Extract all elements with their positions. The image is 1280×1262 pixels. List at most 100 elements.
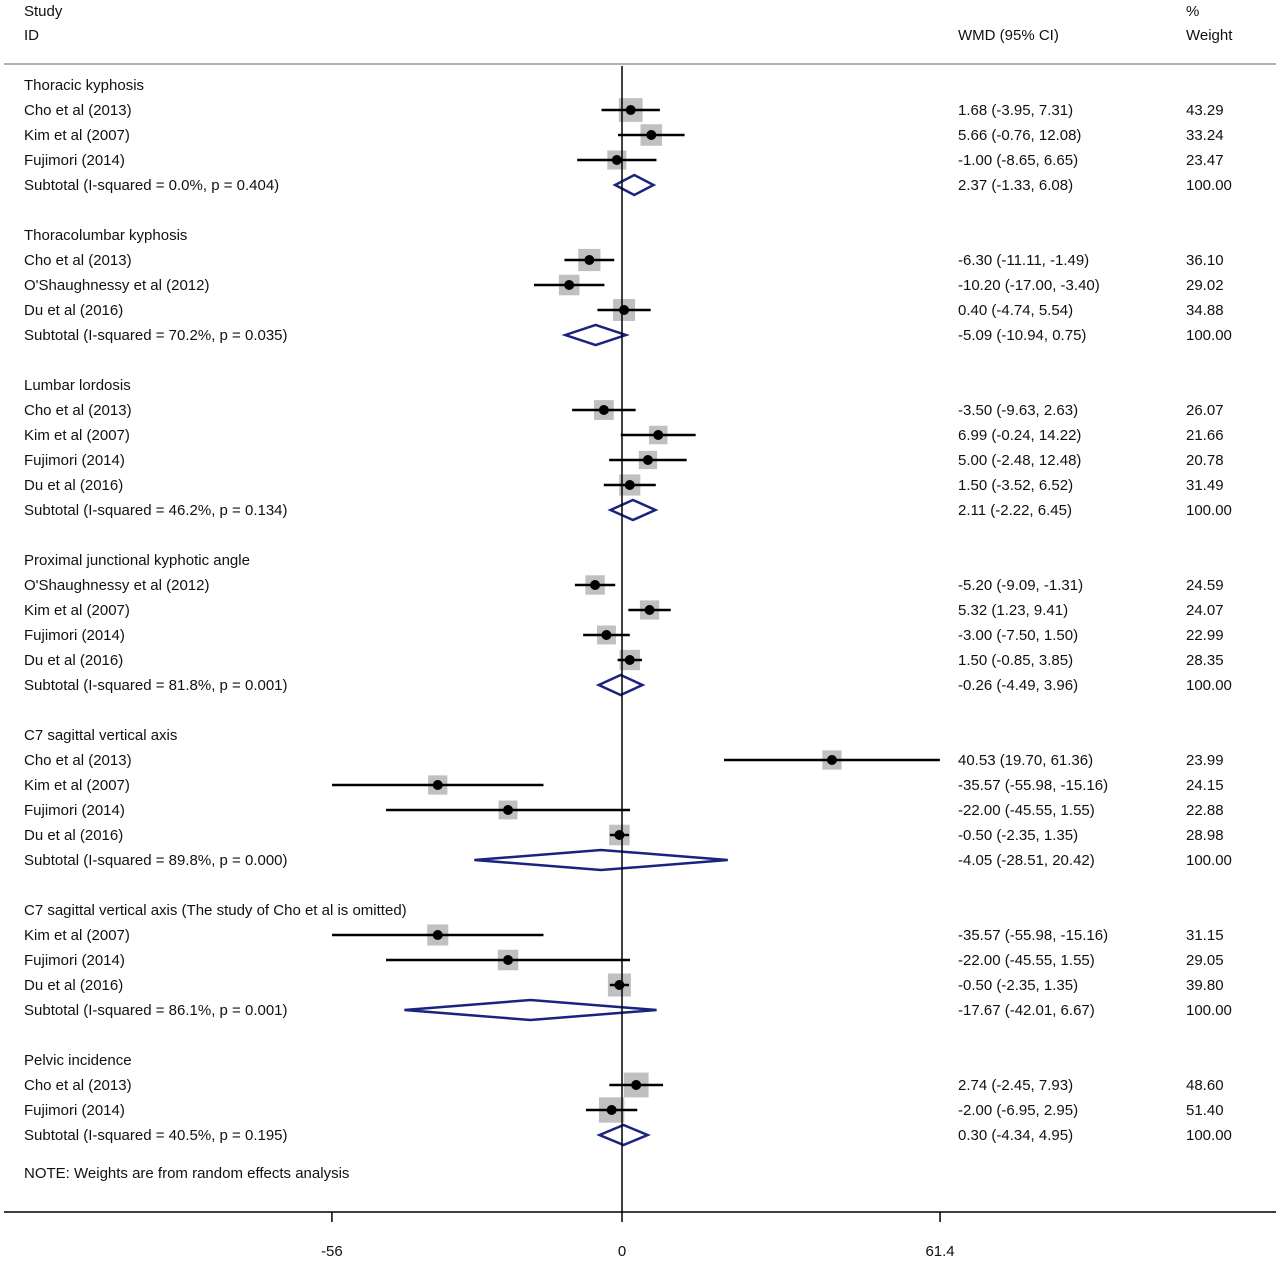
effect-ci-text: -35.57 (-55.98, -15.16) <box>958 927 1108 944</box>
weight-text: 29.05 <box>1186 952 1224 969</box>
weight-text: 26.07 <box>1186 402 1224 419</box>
study-label: Fujimori (2014) <box>24 627 125 644</box>
study-label: Kim et al (2007) <box>24 777 130 794</box>
point-estimate <box>614 980 625 990</box>
weight-text: 23.47 <box>1186 152 1224 169</box>
effect-ci-text: -3.50 (-9.63, 2.63) <box>958 402 1078 419</box>
group-heading: Pelvic incidence <box>24 1052 132 1069</box>
effect-ci-text: -1.00 (-8.65, 6.65) <box>958 152 1078 169</box>
x-axis-ticks: -56 0 61.4 <box>321 1212 955 1260</box>
subtotal-ci-text: -5.09 (-10.94, 0.75) <box>958 327 1086 344</box>
study-label: Du et al (2016) <box>24 652 123 669</box>
study-label: Fujimori (2014) <box>24 152 125 169</box>
effect-ci-text: 0.40 (-4.74, 5.54) <box>958 302 1073 319</box>
subtotal-diamond <box>596 1123 651 1147</box>
point-estimate <box>611 155 622 165</box>
x-tick-label: 0 <box>618 1243 626 1260</box>
effect-ci-text: 5.00 (-2.48, 12.48) <box>958 452 1081 469</box>
subtotal-weight-text: 100.00 <box>1186 852 1232 869</box>
study-label: O'Shaughnessy et al (2012) <box>24 277 209 294</box>
study-label: Cho et al (2013) <box>24 402 132 419</box>
weight-text: 22.88 <box>1186 802 1224 819</box>
point-estimate <box>826 755 837 765</box>
subtotal-weight-text: 100.00 <box>1186 1002 1232 1019</box>
point-estimate <box>619 305 630 315</box>
subtotal-diamond <box>595 673 646 697</box>
subtotal-label: Subtotal (I-squared = 0.0%, p = 0.404) <box>24 177 279 194</box>
study-label: Kim et al (2007) <box>24 927 130 944</box>
weight-text: 20.78 <box>1186 452 1224 469</box>
point-estimate <box>503 805 514 815</box>
weight-text: 43.29 <box>1186 102 1224 119</box>
weight-text: 51.40 <box>1186 1102 1224 1119</box>
effect-ci-text: -6.30 (-11.11, -1.49) <box>958 252 1089 269</box>
subtotal-label: Subtotal (I-squared = 81.8%, p = 0.001) <box>24 677 288 694</box>
subtotal-label: Subtotal (I-squared = 86.1%, p = 0.001) <box>24 1002 288 1019</box>
point-estimate <box>432 930 443 940</box>
weight-text: 24.07 <box>1186 602 1224 619</box>
header-study-line1: Study <box>24 3 63 20</box>
study-label: Cho et al (2013) <box>24 752 132 769</box>
weight-text: 31.15 <box>1186 927 1224 944</box>
weight-text: 34.88 <box>1186 302 1224 319</box>
group-heading: C7 sagittal vertical axis <box>24 727 177 744</box>
subtotal-weight-text: 100.00 <box>1186 177 1232 194</box>
point-estimate <box>584 255 595 265</box>
study-label: Fujimori (2014) <box>24 952 125 969</box>
study-label: Cho et al (2013) <box>24 102 132 119</box>
subtotal-diamond <box>612 173 657 197</box>
subtotal-diamond <box>561 323 630 347</box>
subtotal-diamond <box>607 498 659 522</box>
study-label: Du et al (2016) <box>24 302 123 319</box>
subtotal-ci-text: 0.30 (-4.34, 4.95) <box>958 1127 1073 1144</box>
effect-ci-text: 1.50 (-3.52, 6.52) <box>958 477 1073 494</box>
effect-ci-text: 5.66 (-0.76, 12.08) <box>958 127 1081 144</box>
header-study-line2: ID <box>24 27 39 44</box>
weight-text: 22.99 <box>1186 627 1224 644</box>
study-label: Kim et al (2007) <box>24 127 130 144</box>
study-label: Fujimori (2014) <box>24 1102 125 1119</box>
weight-text: 36.10 <box>1186 252 1224 269</box>
point-estimate <box>598 405 609 415</box>
subtotal-weight-text: 100.00 <box>1186 327 1232 344</box>
header-effect-label: WMD (95% CI) <box>958 27 1059 44</box>
subtotal-weight-text: 100.00 <box>1186 502 1232 519</box>
effect-ci-text: -10.20 (-17.00, -3.40) <box>958 277 1100 294</box>
study-label: Du et al (2016) <box>24 977 123 994</box>
subtotal-diamond <box>404 998 657 1022</box>
point-estimate <box>432 780 443 790</box>
study-label: Cho et al (2013) <box>24 252 132 269</box>
weight-text: 39.80 <box>1186 977 1224 994</box>
x-tick-label: 61.4 <box>925 1243 954 1260</box>
study-label: Du et al (2016) <box>24 477 123 494</box>
group-heading: C7 sagittal vertical axis (The study of … <box>24 902 407 919</box>
header-weight-line2: Weight <box>1186 27 1233 44</box>
point-estimate <box>624 480 635 490</box>
study-label: Kim et al (2007) <box>24 602 130 619</box>
point-estimate <box>503 955 514 965</box>
header-weight-line1: % <box>1186 3 1199 20</box>
group-heading: Thoracic kyphosis <box>24 77 144 94</box>
point-estimate <box>625 105 636 115</box>
point-estimate <box>653 430 664 440</box>
study-label: Cho et al (2013) <box>24 1077 132 1094</box>
x-tick-label: -56 <box>321 1243 343 1260</box>
point-estimate <box>601 630 612 640</box>
effect-ci-text: -2.00 (-6.95, 2.95) <box>958 1102 1078 1119</box>
subtotal-diamond <box>474 848 728 872</box>
study-label: Fujimori (2014) <box>24 802 125 819</box>
subtotal-ci-text: -4.05 (-28.51, 20.42) <box>958 852 1095 869</box>
weight-text: 24.15 <box>1186 777 1224 794</box>
subtotal-weight-text: 100.00 <box>1186 677 1232 694</box>
point-estimate <box>642 455 653 465</box>
subtotal-ci-text: 2.37 (-1.33, 6.08) <box>958 177 1073 194</box>
effect-ci-text: 40.53 (19.70, 61.36) <box>958 752 1093 769</box>
effect-ci-text: 1.68 (-3.95, 7.31) <box>958 102 1073 119</box>
weight-text: 48.60 <box>1186 1077 1224 1094</box>
point-estimate <box>624 655 635 665</box>
study-label: O'Shaughnessy et al (2012) <box>24 577 209 594</box>
weight-text: 23.99 <box>1186 752 1224 769</box>
effect-ci-text: -22.00 (-45.55, 1.55) <box>958 952 1095 969</box>
subtotal-weight-text: 100.00 <box>1186 1127 1232 1144</box>
weight-text: 33.24 <box>1186 127 1224 144</box>
